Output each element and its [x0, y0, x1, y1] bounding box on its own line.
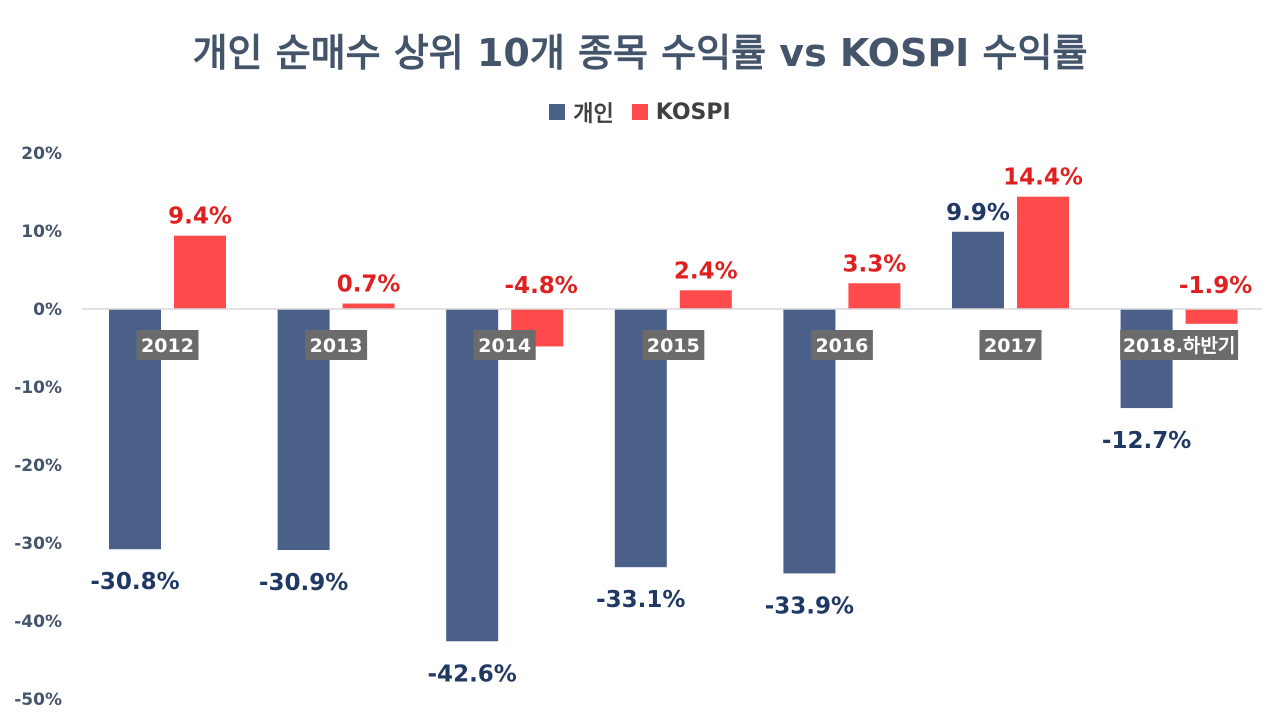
legend-item-kospi: KOSPI: [631, 99, 731, 125]
category-label-bg: [305, 330, 368, 360]
category-label-bg: [979, 330, 1042, 360]
data-label: 9.9%: [946, 200, 1010, 226]
data-label: -30.8%: [90, 569, 179, 595]
y-tick-label: 20%: [21, 144, 62, 164]
bar-individual-2014: [446, 309, 499, 642]
category-label: 2012: [141, 335, 194, 357]
data-label: -30.9%: [259, 570, 348, 596]
category-label-bg: [136, 330, 199, 360]
data-label: -33.9%: [765, 593, 854, 619]
data-label: 0.7%: [337, 272, 401, 298]
category-label-bg: [642, 330, 705, 360]
legend-swatch-kospi: [631, 104, 648, 120]
bar-kospi-2013: [342, 303, 395, 309]
bar-kospi-2012: [174, 235, 226, 309]
legend-label-individual: 개인: [573, 102, 614, 127]
bar-individual-2017: [952, 231, 1004, 309]
data-label: -42.6%: [428, 661, 517, 687]
chart-title: 개인 순매수 상위 10개 종목 수익률 vs KOSPI 수익률: [192, 31, 1088, 75]
category-label: 2014: [478, 335, 531, 357]
data-label: 2.4%: [674, 258, 738, 284]
category-label-bg: [1120, 330, 1239, 360]
category-label-bg: [473, 330, 536, 360]
category-label: 2015: [647, 335, 700, 357]
legend-item-individual: 개인: [549, 96, 614, 128]
data-label: -33.1%: [596, 587, 685, 613]
y-tick-label: -50%: [14, 690, 62, 710]
y-tick-label: 10%: [21, 222, 62, 242]
data-label: -1.9%: [1179, 273, 1252, 299]
chart-legend: 개인 KOSPI: [0, 96, 1280, 128]
bar-kospi-2016: [848, 283, 901, 309]
category-label-bg: [810, 330, 873, 360]
y-tick-label: -40%: [14, 612, 62, 632]
category-label: 2016: [815, 335, 868, 357]
data-label: 14.4%: [1003, 165, 1083, 191]
bar-kospi-2015: [679, 290, 732, 309]
data-label: -4.8%: [505, 273, 578, 299]
category-label: 2017: [984, 335, 1037, 357]
y-tick-label: -10%: [14, 378, 62, 398]
category-label: 2018.하반기: [1123, 335, 1236, 357]
y-tick-label: -20%: [14, 456, 62, 476]
y-tick-label: 0%: [33, 300, 62, 320]
data-label: 3.3%: [843, 251, 907, 277]
legend-label-kospi: KOSPI: [655, 99, 731, 125]
y-tick-label: -30%: [14, 534, 62, 554]
category-label: 2013: [310, 335, 363, 357]
data-label: -12.7%: [1102, 428, 1191, 454]
data-label: 9.4%: [168, 204, 232, 230]
bar-kospi-2017: [1017, 196, 1069, 309]
bar-kospi-2018.하반기: [1185, 309, 1238, 324]
legend-swatch-individual: [549, 104, 566, 120]
